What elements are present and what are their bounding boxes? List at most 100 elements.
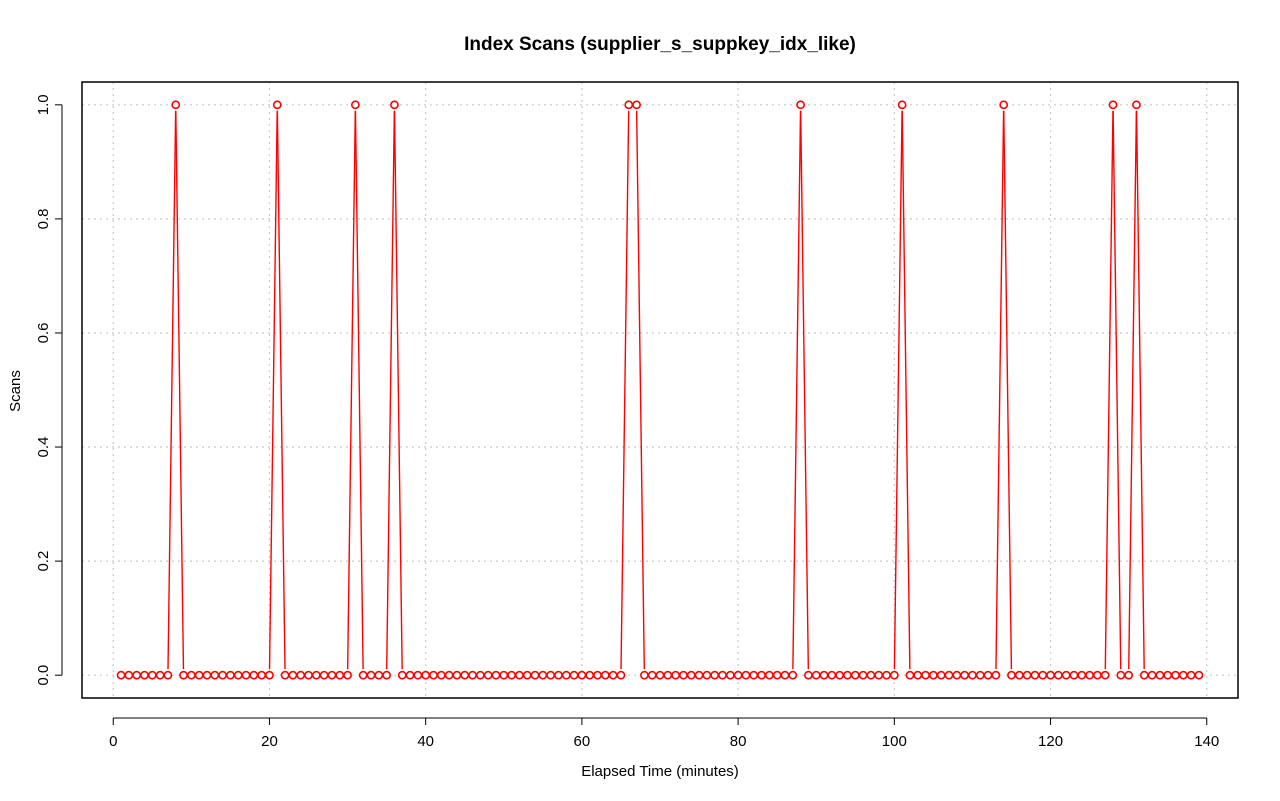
series-line-segment bbox=[167, 110, 177, 670]
x-tick-label: 120 bbox=[1038, 733, 1063, 750]
data-point bbox=[632, 100, 641, 110]
data-point bbox=[1022, 670, 1032, 680]
data-point bbox=[733, 670, 743, 680]
data-point bbox=[905, 670, 915, 680]
series-scans bbox=[116, 100, 1204, 680]
data-point bbox=[522, 670, 532, 680]
data-point bbox=[585, 670, 595, 680]
x-tick-label: 100 bbox=[882, 733, 907, 750]
data-point bbox=[460, 670, 470, 680]
data-point bbox=[1194, 670, 1204, 680]
data-point bbox=[390, 100, 399, 110]
data-point bbox=[983, 670, 993, 680]
data-point bbox=[186, 670, 196, 680]
y-tick-label: 0.2 bbox=[35, 551, 52, 572]
y-tick-label: 0.8 bbox=[35, 208, 52, 229]
data-point bbox=[850, 670, 860, 680]
data-point bbox=[671, 670, 681, 680]
y-tick-label: 0.6 bbox=[35, 323, 52, 344]
data-point bbox=[202, 670, 212, 680]
series-line-segment bbox=[1104, 110, 1114, 670]
series-line-segment bbox=[175, 110, 185, 670]
x-axis-label: Elapsed Time (minutes) bbox=[581, 763, 739, 780]
data-point bbox=[124, 670, 134, 680]
series-line-segment bbox=[635, 110, 645, 670]
data-point bbox=[991, 670, 1001, 680]
data-point bbox=[538, 670, 548, 680]
data-point bbox=[272, 100, 282, 110]
data-point bbox=[718, 670, 727, 680]
data-point bbox=[843, 670, 852, 680]
data-point bbox=[358, 670, 368, 680]
data-point bbox=[772, 670, 782, 680]
data-point bbox=[866, 670, 876, 680]
data-point bbox=[577, 670, 587, 680]
axes: 0 20 40 60 80 100 120 140 0.0 0.2 0.4 0.6 0.8 1.0 bbox=[35, 94, 1219, 750]
data-point bbox=[710, 670, 720, 680]
data-point bbox=[304, 670, 313, 680]
data-point bbox=[1155, 670, 1165, 680]
series-line-segment bbox=[1128, 110, 1138, 670]
series-line-segment bbox=[620, 110, 630, 670]
data-point bbox=[757, 670, 766, 680]
data-point bbox=[507, 670, 516, 680]
data-point bbox=[952, 670, 962, 680]
data-point bbox=[788, 670, 798, 680]
data-point bbox=[975, 670, 985, 680]
data-point bbox=[725, 670, 735, 680]
x-tick-label: 80 bbox=[730, 733, 747, 750]
data-point bbox=[616, 670, 626, 680]
series-line-segment bbox=[1112, 110, 1122, 670]
data-point bbox=[1139, 670, 1149, 680]
data-point bbox=[1108, 100, 1118, 110]
data-point bbox=[593, 670, 602, 680]
data-point bbox=[702, 670, 712, 680]
x-tick-label: 0 bbox=[109, 733, 117, 750]
series-line-segment bbox=[393, 110, 403, 670]
data-point bbox=[218, 670, 227, 680]
data-point bbox=[1093, 670, 1102, 680]
data-point bbox=[265, 670, 274, 680]
data-point bbox=[796, 100, 805, 110]
data-point bbox=[1030, 670, 1040, 680]
data-point bbox=[499, 670, 509, 680]
data-point bbox=[1069, 670, 1079, 680]
data-point bbox=[311, 670, 321, 680]
data-point bbox=[140, 670, 149, 680]
data-point bbox=[561, 670, 571, 680]
data-point bbox=[554, 670, 563, 680]
x-tick-label: 140 bbox=[1194, 733, 1219, 750]
x-tick-label: 40 bbox=[417, 733, 434, 750]
data-point bbox=[436, 670, 446, 680]
data-point bbox=[132, 670, 142, 680]
data-point bbox=[655, 670, 665, 680]
data-point bbox=[1124, 670, 1134, 680]
data-point bbox=[858, 670, 868, 680]
series-line-segment bbox=[1003, 110, 1013, 670]
data-point bbox=[163, 670, 173, 680]
data-point bbox=[444, 670, 454, 680]
series-line-segment bbox=[995, 110, 1005, 670]
data-point bbox=[429, 670, 438, 680]
data-point bbox=[179, 670, 188, 680]
data-point bbox=[694, 670, 704, 680]
data-point bbox=[804, 670, 813, 680]
grid bbox=[82, 82, 1238, 698]
data-point bbox=[475, 670, 485, 680]
data-point bbox=[1147, 670, 1157, 680]
y-tick-label: 1.0 bbox=[35, 94, 52, 115]
data-point bbox=[280, 670, 290, 680]
data-point bbox=[686, 670, 696, 680]
y-tick-label: 0.0 bbox=[35, 665, 52, 686]
data-point bbox=[335, 670, 345, 680]
data-point bbox=[233, 670, 243, 680]
data-point bbox=[600, 670, 610, 680]
data-point bbox=[928, 670, 938, 680]
data-point bbox=[343, 670, 352, 680]
data-point bbox=[835, 670, 845, 680]
data-point bbox=[624, 100, 634, 110]
data-point bbox=[1007, 670, 1016, 680]
data-point bbox=[452, 670, 462, 680]
data-point bbox=[764, 670, 774, 680]
data-point bbox=[413, 670, 423, 680]
